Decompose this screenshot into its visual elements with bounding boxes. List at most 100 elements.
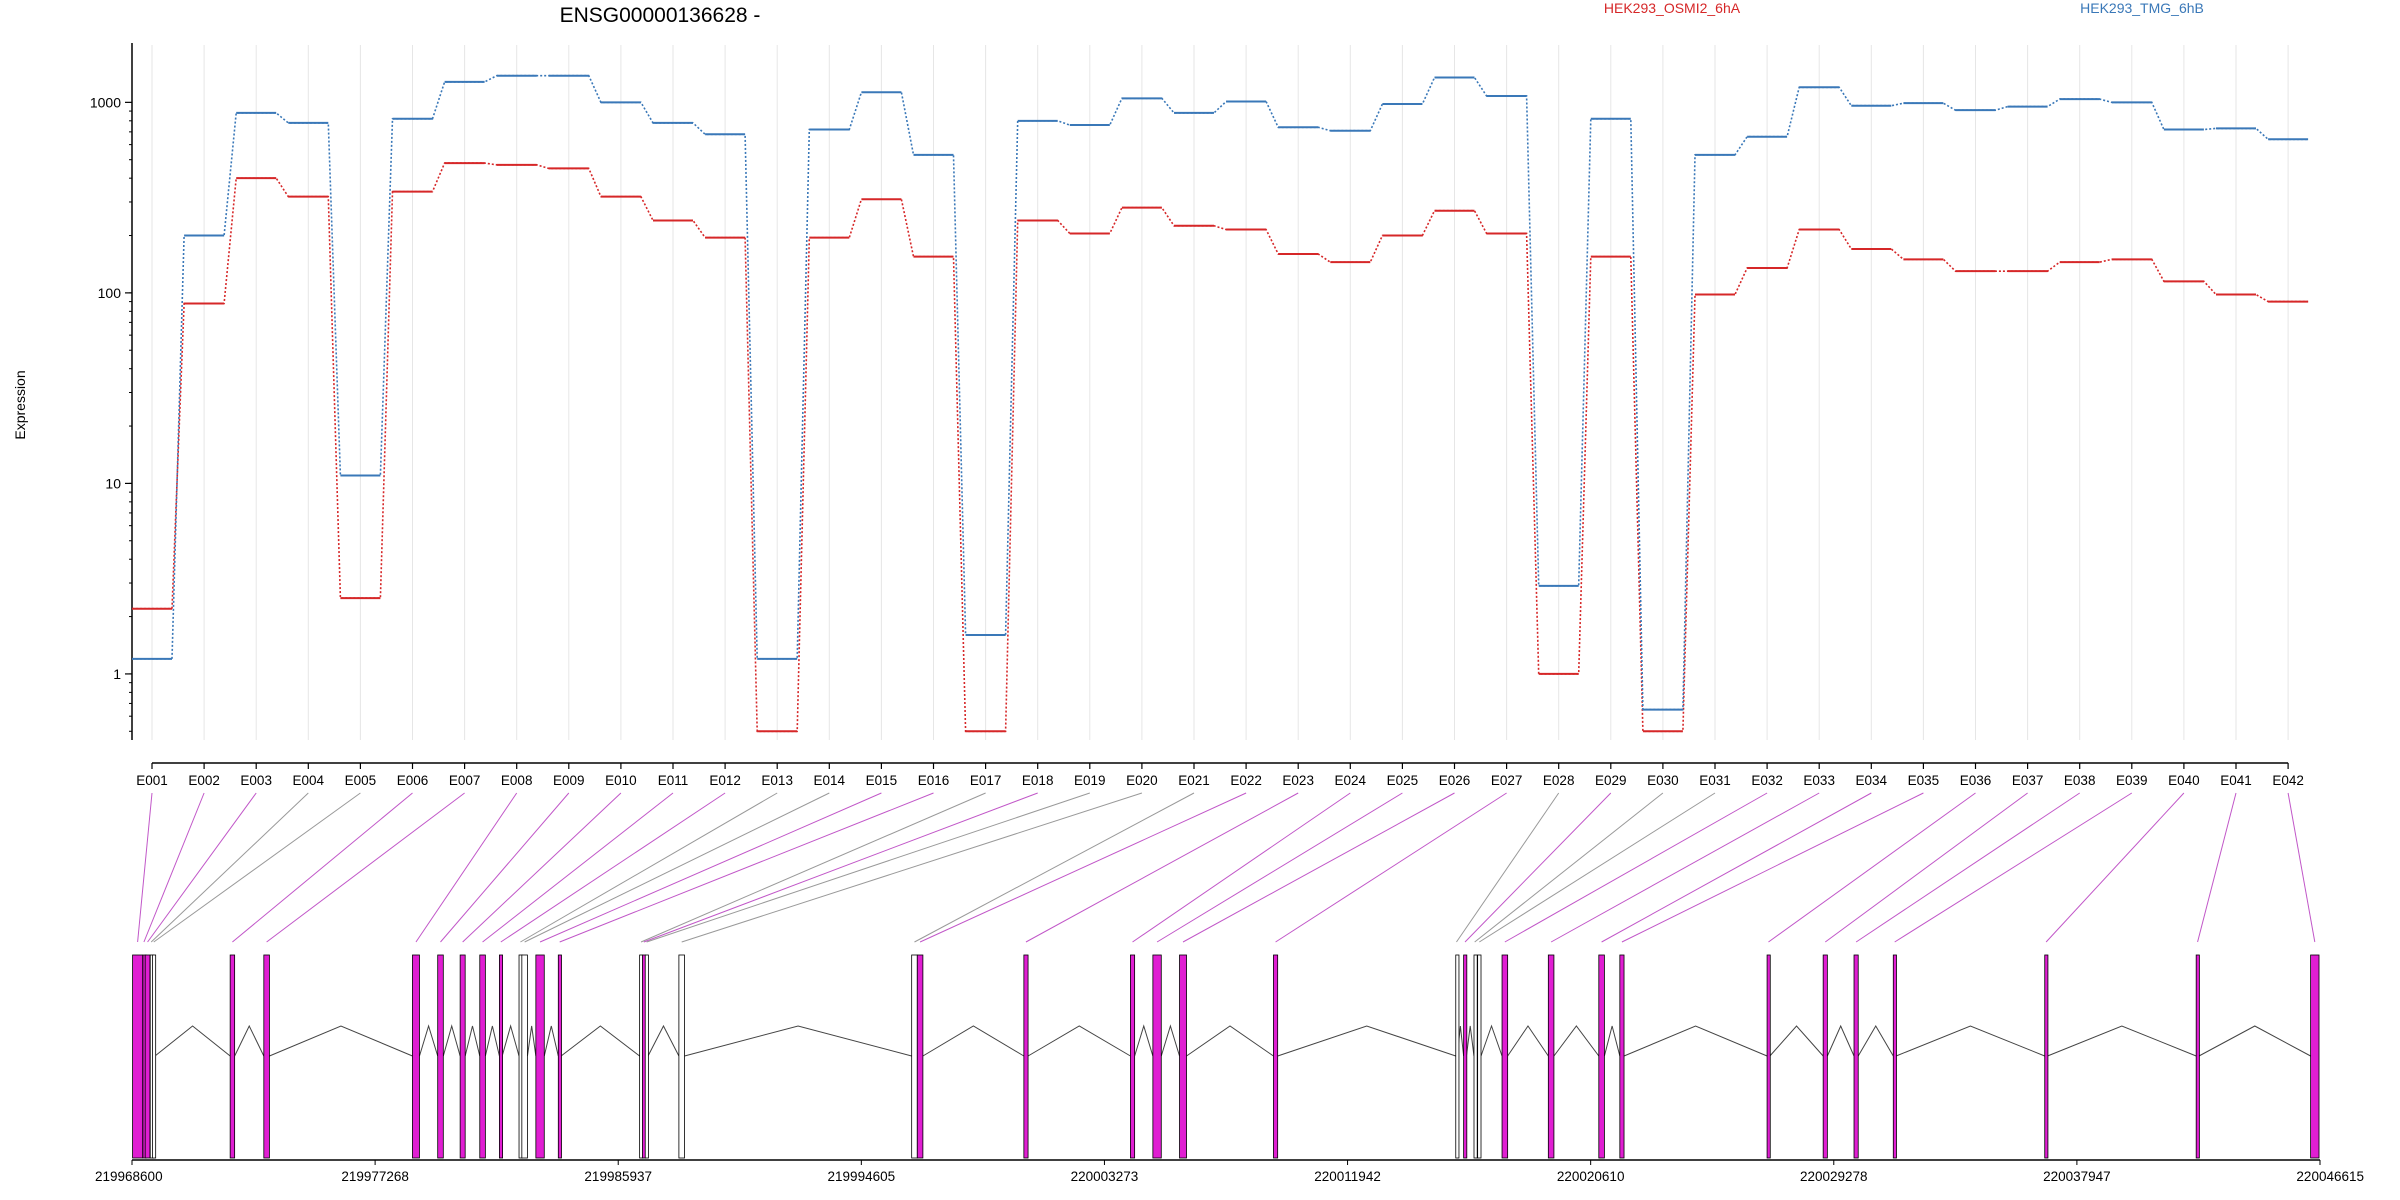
exon-box (2195, 954, 2200, 1159)
exon-box (1273, 954, 1279, 1159)
exon-box (911, 954, 918, 1159)
exon-link (137, 792, 153, 943)
exon-link (643, 792, 1038, 943)
intron-line (1134, 1024, 1154, 1057)
exon-box (1547, 954, 1555, 1159)
exon-link (232, 792, 413, 943)
x-tick-label: E039 (2116, 773, 2148, 788)
x-tick-label: E007 (449, 773, 481, 788)
x-tick-label: E030 (1647, 773, 1679, 788)
exon-link (681, 792, 1143, 943)
exon-link (266, 792, 465, 943)
x-tick-label: E019 (1074, 773, 1106, 788)
exon-link (1156, 792, 1403, 943)
chart-title: ENSG00000136628 - (560, 4, 761, 27)
legend-entry-osmi2: HEK293_OSMI2_6hA (1604, 0, 1741, 16)
exon-link (143, 792, 205, 943)
x-tick-label: E031 (1699, 773, 1731, 788)
exon-box (521, 954, 528, 1159)
x-tick-label: E018 (1022, 773, 1054, 788)
genome-tick-label: 219968600 (95, 1169, 163, 1184)
intron-line (1480, 1024, 1503, 1057)
x-tick-label: E035 (1908, 773, 1940, 788)
exon-link (1855, 792, 2080, 943)
x-tick-label: E028 (1543, 773, 1575, 788)
exon-link (520, 792, 778, 943)
x-tick-label: E033 (1803, 773, 1835, 788)
y-axis-label: Expression (12, 370, 28, 439)
exon-link (462, 792, 622, 943)
genome-tick-label: 219994605 (828, 1169, 896, 1184)
x-tick-label: E038 (2064, 773, 2096, 788)
y-tick-label: 10 (105, 475, 121, 491)
x-tick-label: E016 (918, 773, 950, 788)
x-tick-label: E037 (2012, 773, 2044, 788)
x-tick-label: E017 (970, 773, 1002, 788)
x-tick-label: E006 (397, 773, 429, 788)
y-tick-label: 1000 (90, 94, 121, 110)
exon-link (1479, 792, 1716, 943)
exon-link (1550, 792, 1820, 943)
exon-link (1132, 792, 1351, 943)
x-tick-label: E008 (501, 773, 533, 788)
y-tick-label: 1 (113, 666, 121, 682)
intron-line (1895, 1025, 2045, 1057)
genome-tick-label: 220003273 (1071, 1169, 1139, 1184)
exon-box (229, 954, 236, 1159)
x-tick-label: E041 (2220, 773, 2252, 788)
intron-line (1623, 1025, 1768, 1057)
x-tick-label: E014 (814, 773, 846, 788)
intron-line (154, 1025, 231, 1057)
exon-box (678, 954, 685, 1159)
exon-box (916, 954, 924, 1159)
exon-link (1824, 792, 2028, 943)
exon-box (1619, 954, 1625, 1159)
exon-link (1621, 792, 1924, 943)
exon-box (132, 954, 144, 1159)
exon-link (1275, 792, 1507, 943)
series-tmg (132, 74, 2309, 711)
exon-link (1182, 792, 1455, 943)
exon-box (644, 954, 649, 1159)
intron-line (684, 1025, 912, 1057)
exon-link (914, 792, 1195, 943)
series-line (132, 74, 2309, 711)
exon-box (2044, 954, 2049, 1159)
intron-line (418, 1024, 439, 1057)
series-line (132, 162, 2309, 733)
x-tick-label: E010 (605, 773, 637, 788)
genome-tick-label: 219985937 (584, 1169, 652, 1184)
intron-line (1826, 1024, 1855, 1057)
y-axis: 1 10 100 1000 (90, 43, 133, 740)
exon-link (2045, 792, 2185, 943)
exon-box (1463, 954, 1468, 1159)
intron-line (647, 1024, 680, 1057)
intron-line (269, 1025, 413, 1057)
exon-box (459, 954, 466, 1159)
intron-line (1603, 1025, 1621, 1057)
exon-link (919, 792, 1247, 943)
exon-link (1768, 792, 1976, 943)
x-tick-label: E040 (2168, 773, 2200, 788)
exon-link (1474, 792, 1664, 943)
exon-box (1023, 954, 1029, 1159)
exon-link (1894, 792, 2133, 943)
exon-link (2287, 792, 2316, 943)
x-tick-label: E001 (136, 773, 168, 788)
intron-line (1769, 1025, 1824, 1057)
exon-link (1025, 792, 1299, 943)
x-tick-label: E026 (1439, 773, 1471, 788)
exon-link (559, 792, 934, 943)
exon-connectors (137, 792, 2316, 943)
exon-box (437, 954, 444, 1159)
exon-link (1601, 792, 1872, 943)
exon-link (640, 792, 986, 943)
intron-line (1857, 1025, 1894, 1057)
x-tick-label: E027 (1491, 773, 1523, 788)
exon-link (1504, 792, 1768, 943)
y-tick-label: 100 (98, 285, 122, 301)
exon-link (1456, 792, 1560, 943)
exon-link (2197, 792, 2237, 943)
exon-box (1455, 954, 1460, 1159)
